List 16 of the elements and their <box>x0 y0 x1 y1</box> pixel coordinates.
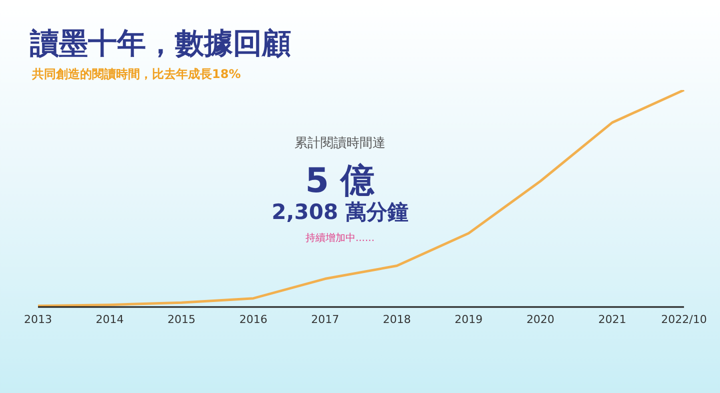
annotation: 累計閱讀時間達 <box>294 135 386 152</box>
x-tick-label: 2021 <box>598 312 626 326</box>
annotation: 持續增加中...... <box>304 232 376 245</box>
annotation: 2,308 萬分鐘 <box>270 199 410 226</box>
x-tick-label: 2013 <box>24 312 52 326</box>
x-tick-label: 2019 <box>454 312 483 326</box>
annotation: 5 億 <box>304 160 376 201</box>
x-tick-label: 2015 <box>168 312 196 326</box>
x-tick-label: 2022/10 <box>661 312 707 326</box>
x-tick-label: 2017 <box>311 312 340 326</box>
x-tick-label: 2016 <box>239 312 268 326</box>
chart-title: 讀墨十年，數據回顧 <box>30 25 291 62</box>
chart-subtitle: 共同創造的閱讀時間，比去年成長18% <box>32 66 241 83</box>
x-tick-label: 2014 <box>96 312 124 326</box>
x-tick-label: 2018 <box>382 312 411 326</box>
x-tick-label: 2020 <box>526 312 554 326</box>
